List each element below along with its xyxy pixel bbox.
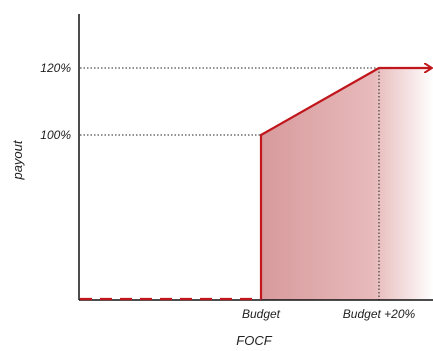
payout-area (261, 68, 433, 300)
y-axis-title: payout (10, 139, 25, 180)
x-tick-label-budget-plus-20: Budget +20% (343, 307, 416, 321)
y-tick-label-100: 100% (40, 128, 71, 142)
x-axis-title: FOCF (236, 333, 272, 348)
x-tick-label-budget: Budget (242, 307, 281, 321)
payout-line (259, 68, 431, 299)
y-tick-label-120: 120% (40, 61, 71, 75)
